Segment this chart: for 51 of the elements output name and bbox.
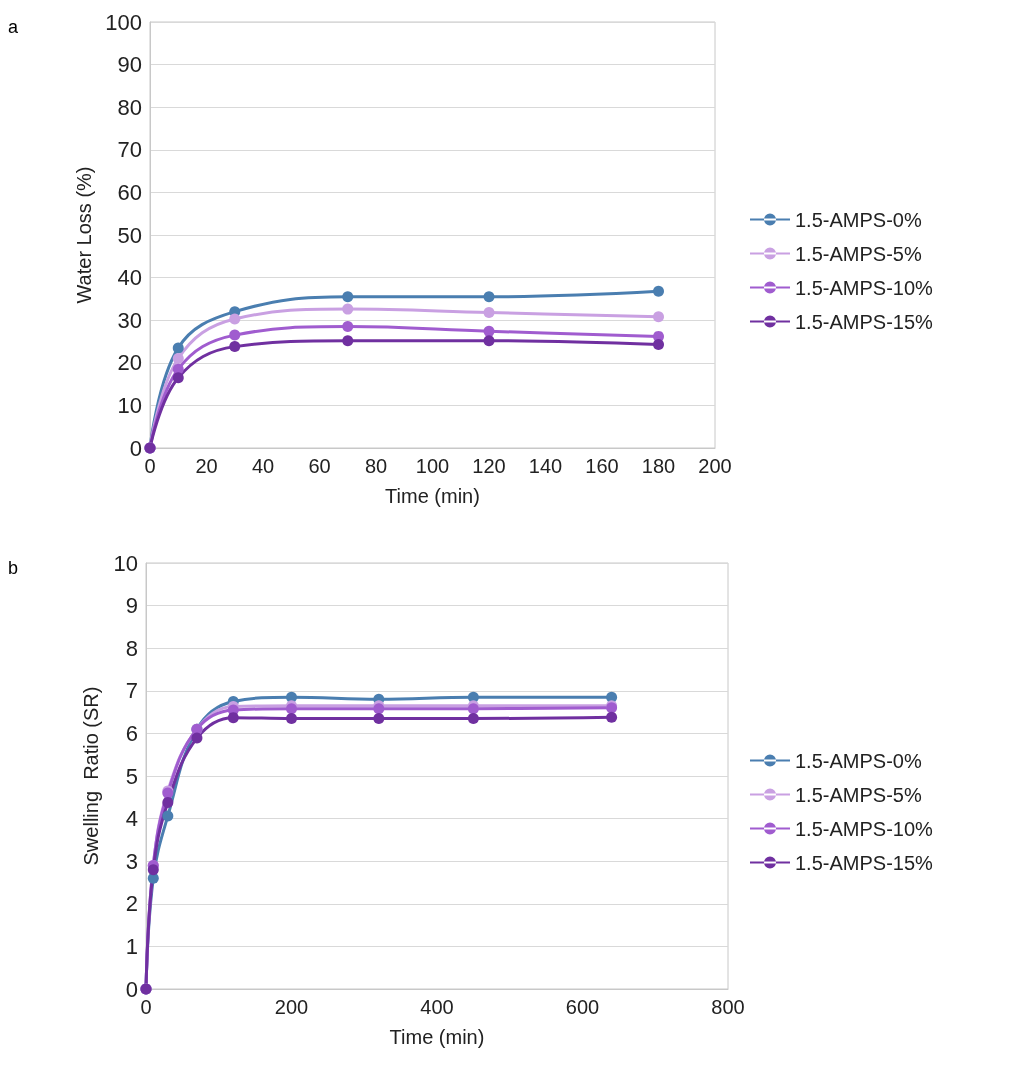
x-tick-label: 100 [415,455,450,477]
x-tick-label: 0 [144,455,156,477]
y-tick-label: 10 [113,550,138,576]
legend-label: 1.5-AMPS-0% [795,208,922,231]
legend-label: 1.5-AMPS-15% [795,310,934,333]
y-tick-label: 10 [117,392,142,418]
x-tick-label: 60 [308,455,331,477]
y-tick-label: 0 [129,435,142,461]
x-tick-label: 180 [641,455,676,477]
x-tick-label: 20 [195,455,218,477]
y-axis-title: Swelling Ratio (SR) [80,686,102,866]
legend-label: 1.5-AMPS-10% [795,276,934,299]
y-tick-label: 40 [117,265,142,291]
y-tick-label: 90 [117,52,142,78]
x-tick-label: 200 [274,996,309,1018]
y-tick-label: 0 [125,976,138,1002]
text: a [8,17,19,37]
y-tick-label: 20 [117,350,142,376]
y-tick-label: 1 [125,933,138,959]
y-tick-label: 100 [105,9,142,35]
y-tick-label: 30 [117,307,142,333]
x-axis-title: Time (min) [385,485,480,507]
y-tick-label: 9 [125,593,138,619]
y-tick-label: 8 [125,635,138,661]
x-tick-label: 600 [565,996,600,1018]
legend-label: 1.5-AMPS-10% [795,817,934,840]
x-tick-label: 80 [364,455,388,477]
y-tick-label: 7 [125,678,138,704]
x-tick-label: 40 [251,455,275,477]
y-tick-label: 70 [117,137,142,163]
legend-label: 1.5-AMPS-5% [795,783,922,806]
legend-label: 1.5-AMPS-0% [795,749,922,772]
y-tick-label: 3 [125,848,138,874]
x-tick-label: 200 [698,455,732,477]
x-tick-label: 120 [472,455,506,477]
x-tick-label: 800 [711,996,745,1018]
text: b [8,558,19,578]
y-tick-label: 60 [117,179,142,205]
x-tick-label: 160 [585,455,619,477]
y-tick-label: 50 [117,222,142,248]
legend-label: 1.5-AMPS-5% [795,242,922,265]
y-axis-title: Water Loss (%) [73,166,96,304]
y-tick-label: 80 [117,94,142,120]
y-tick-label: 4 [125,806,138,832]
x-tick-label: 400 [420,996,454,1018]
y-tick-label: 2 [125,891,138,917]
x-tick-label: 140 [528,455,563,477]
legend-label: 1.5-AMPS-15% [795,851,934,874]
y-tick-label: 6 [125,720,138,746]
x-axis-title: Time (min) [389,1026,485,1048]
y-tick-label: 5 [125,763,138,789]
